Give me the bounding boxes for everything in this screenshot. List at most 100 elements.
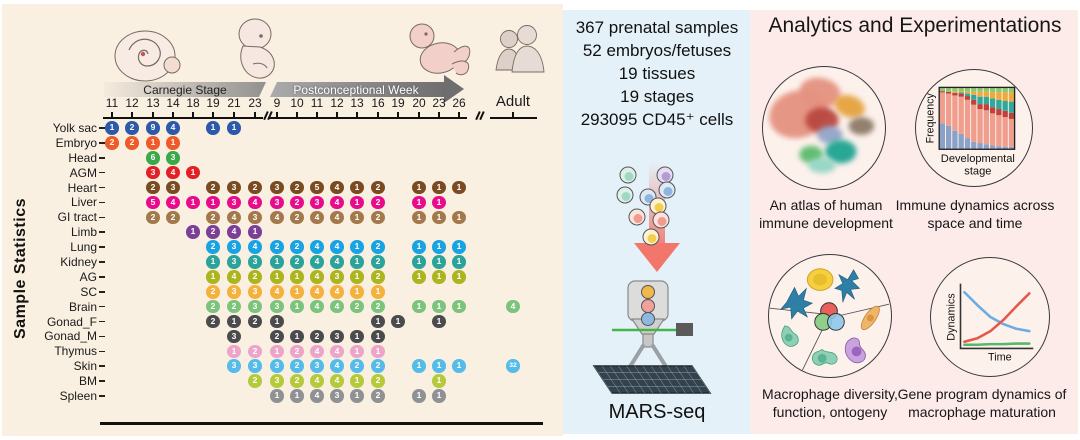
- sample-count-dot: 2: [146, 210, 160, 225]
- stage-column-header: 12: [330, 96, 344, 110]
- sample-count-dot: 3: [227, 285, 241, 299]
- axis-tick: [276, 112, 278, 117]
- sample-count-dot: 2: [125, 136, 139, 150]
- sample-count-dot: 4: [248, 240, 262, 254]
- sample-count-dot: 3: [146, 165, 160, 180]
- caption-macrophage: Macrophage diversity, function, ontogeny: [762, 386, 898, 420]
- tissue-label: SC: [80, 284, 97, 299]
- sample-count-dot: 3: [248, 285, 262, 299]
- caption-atlas: An atlas of human immune development: [759, 197, 893, 231]
- sample-count-dot: 1: [452, 240, 466, 254]
- sample-count-dot: 3: [310, 359, 324, 373]
- tissue-axis-tick: [99, 395, 105, 397]
- tissue-label: Head: [68, 150, 97, 165]
- dynamics-ylabel: Dynamics: [946, 293, 958, 341]
- sample-count-dot: 1: [350, 344, 364, 359]
- tissue-axis-tick: [99, 380, 105, 382]
- sample-count-dot: 1: [350, 195, 364, 210]
- stage-column-header: 12: [125, 96, 139, 110]
- sample-count-dot: 1: [290, 270, 304, 284]
- spindle-macrophage-icon: [860, 305, 880, 331]
- sample-count-dot: 4: [330, 210, 344, 225]
- sample-count-dot: 4: [330, 374, 344, 388]
- sample-count-dot: 4: [330, 195, 344, 210]
- tissue-label: Skin: [73, 359, 97, 374]
- sample-count-dot: 2: [371, 374, 385, 388]
- sample-count-dot: 1: [270, 255, 284, 269]
- stage-column-header: 19: [206, 96, 220, 110]
- sample-count-dot: 2: [310, 329, 324, 344]
- tissue-axis-tick: [99, 365, 105, 367]
- sample-count-dot: 3: [270, 359, 284, 373]
- tissue-axis-tick: [99, 171, 105, 174]
- sample-count-dot: 1: [350, 255, 364, 269]
- sample-count-dot: 1: [270, 314, 284, 329]
- sample-count-dot: 1: [206, 255, 220, 269]
- postconceptional-week-label: Postconceptional Week: [293, 83, 419, 97]
- sample-count-dot: 2: [206, 225, 220, 239]
- axis-line: [490, 117, 537, 120]
- sample-count-dot: 4: [270, 285, 284, 299]
- axis-tick: [172, 112, 174, 117]
- sample-count-dot: 1: [350, 210, 364, 225]
- frequency-xlabel-line2: stage: [964, 165, 991, 177]
- sample-count-dot: 1: [432, 389, 446, 403]
- stage-column-header: Adult: [495, 93, 531, 110]
- sample-count-dot: 1: [432, 255, 446, 269]
- stat-line: 19 stages: [620, 87, 694, 106]
- sample-count-dot: 1: [206, 270, 220, 284]
- sample-count-dot: 3: [330, 270, 344, 284]
- sample-count-dot: 4: [330, 285, 344, 299]
- sample-count-dot: 32: [506, 359, 520, 373]
- stage-column-header: 26: [452, 96, 466, 110]
- tissue-label: Gonad_M: [44, 329, 97, 344]
- sample-count-dot: 2: [105, 136, 119, 150]
- sample-count-dot: 1: [290, 329, 304, 344]
- detector-icon: [676, 323, 693, 336]
- sample-count-dot: 2: [371, 180, 385, 195]
- sample-count-dot: 1: [206, 121, 220, 135]
- sample-count-dot: 2: [371, 270, 385, 284]
- sample-count-dot: 6: [146, 151, 160, 165]
- sample-count-dot: 1: [432, 374, 446, 388]
- caption-immune-dynamics: Immune dynamics across space and time: [895, 197, 1055, 231]
- sample-count-dot: 1: [452, 299, 466, 314]
- sample-count-dot: 1: [452, 210, 466, 225]
- stage-column-header: 18: [186, 96, 200, 110]
- sample-count-dot: 1: [227, 344, 241, 359]
- sample-count-dot: 3: [227, 329, 241, 344]
- sample-count-dot: 4: [227, 210, 241, 225]
- sample-count-dot: 2: [290, 240, 304, 254]
- sample-count-dot: 1: [248, 225, 262, 239]
- sample-count-dot: 2: [290, 210, 304, 225]
- sample-count-dot: 1: [412, 299, 426, 314]
- sample-count-dot: 1: [432, 270, 446, 284]
- sample-count-dot: 2: [290, 195, 304, 210]
- stat-line: 52 embryos/fetuses: [582, 41, 732, 60]
- stage-column-header: 21: [227, 96, 241, 110]
- sample-count-dot: 3: [248, 210, 262, 225]
- tissue-label: Kidney: [60, 254, 97, 269]
- matrix-bottom-line: [100, 422, 543, 425]
- tissue-axis-tick: [99, 350, 105, 353]
- sample-count-dot: 3: [248, 255, 262, 269]
- sample-count-dot: 1: [290, 299, 304, 314]
- sample-count-dot: 2: [125, 121, 139, 135]
- sample-count-dot: 1: [432, 210, 446, 225]
- sample-count-dot: 4: [248, 195, 262, 210]
- sample-count-dot: 2: [248, 180, 262, 195]
- sample-count-dot: 1: [452, 180, 466, 195]
- sample-count-dot: 1: [227, 121, 241, 135]
- tissue-axis-tick: [99, 261, 105, 263]
- sample-count-dot: 1: [371, 314, 385, 329]
- sample-count-dot: 1: [412, 359, 426, 373]
- tissue-label: Lung: [70, 240, 97, 255]
- sample-count-dot: 3: [166, 180, 180, 195]
- tissue-label: Liver: [70, 195, 97, 210]
- sample-count-dot: 3: [227, 195, 241, 210]
- sample-count-dot: 2: [371, 299, 385, 314]
- sample-count-dot: 2: [290, 374, 304, 388]
- sample-count-dot: 2: [206, 314, 220, 329]
- tissue-axis-tick: [99, 186, 105, 189]
- sample-count-dot: 1: [227, 314, 241, 329]
